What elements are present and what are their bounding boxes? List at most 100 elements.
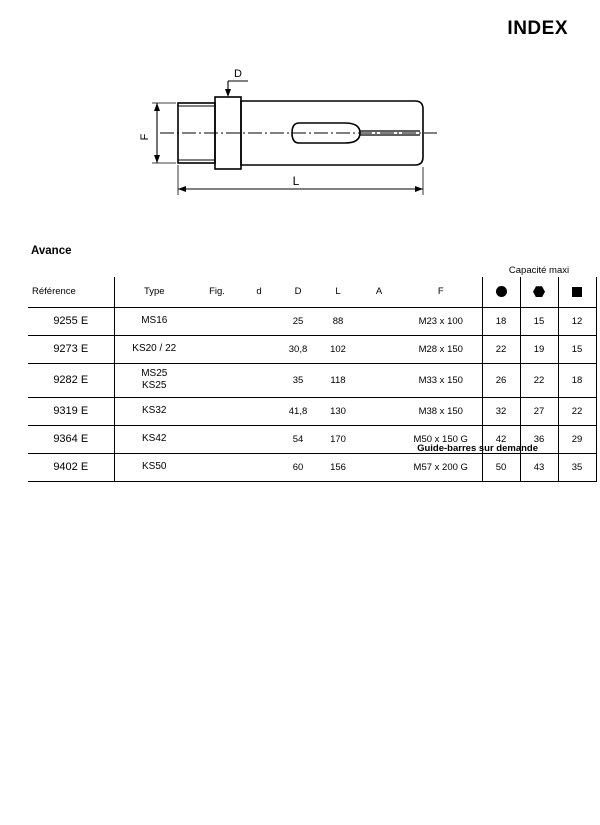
- d-leader-arrow: [225, 89, 231, 97]
- cell-fig: [194, 397, 240, 426]
- cell-d: [240, 453, 278, 482]
- spec-table: Capacité maxi Référence Type Fig. d D L …: [28, 264, 597, 482]
- cell-A: [358, 307, 400, 336]
- technical-drawing: D F L: [0, 55, 600, 205]
- table-row: 9402 E KS50 60 156 M57 x 200 G 50 43 35: [28, 453, 597, 482]
- col-header-reference: Référence: [28, 277, 115, 308]
- cell-L: 170: [318, 425, 358, 454]
- col-header-type: Type: [114, 277, 194, 308]
- circle-icon: [495, 286, 507, 298]
- cell-F: M38 x 150: [400, 397, 482, 426]
- cell-type: KS50: [114, 453, 194, 482]
- cell-capacity-square: 12: [557, 307, 597, 336]
- table-row: 9364 E KS42 54 170 M50 x 150 G 42 36 29: [28, 425, 597, 454]
- l-arrow-left: [178, 186, 186, 192]
- table-row: 9319 E KS32 41,8 130 M38 x 150 32 27 22: [28, 397, 597, 426]
- footer-note: Guide-barres sur demande: [417, 443, 538, 454]
- cell-d: [240, 397, 278, 426]
- table-row: 9255 E MS16 25 88 M23 x 100 18 15 12: [28, 307, 597, 336]
- col-header-d: d: [240, 277, 278, 308]
- cell-capacity-square: 15: [557, 335, 597, 364]
- cell-A: [358, 363, 400, 398]
- d-dimension-label: D: [234, 68, 242, 80]
- cell-reference: 9402 E: [28, 453, 115, 482]
- cell-reference: 9364 E: [28, 425, 115, 454]
- cell-D: 54: [278, 425, 318, 454]
- cell-D: 35: [278, 363, 318, 398]
- cell-capacity-square: 18: [557, 363, 597, 398]
- f-arrow-bottom: [154, 155, 160, 163]
- cell-F: M50 x 150 G: [400, 425, 482, 454]
- cell-capacity-hex: 15: [519, 307, 558, 336]
- cell-fig: [194, 425, 240, 454]
- cell-D: 25: [278, 307, 318, 336]
- hexagon-icon: [533, 286, 545, 298]
- col-header-fig: Fig.: [194, 277, 240, 308]
- cell-d: [240, 335, 278, 364]
- l-dimension-label: L: [293, 174, 300, 188]
- cell-fig: [194, 335, 240, 364]
- cell-D: 60: [278, 453, 318, 482]
- cell-type: KS32: [114, 397, 194, 426]
- cell-reference: 9273 E: [28, 335, 115, 364]
- col-header-L: L: [318, 277, 358, 308]
- cell-capacity-hex: 19: [519, 335, 558, 364]
- cell-capacity-round: 42: [481, 425, 520, 454]
- cell-fig: [194, 307, 240, 336]
- cell-L: 156: [318, 453, 358, 482]
- col-header-A: A: [358, 277, 400, 308]
- cell-reference: 9282 E: [28, 363, 115, 398]
- l-arrow-right: [415, 186, 423, 192]
- cell-d: [240, 307, 278, 336]
- slot-pocket: [291, 122, 361, 144]
- col-header-D-upper: D: [278, 277, 318, 308]
- cell-reference: 9319 E: [28, 397, 115, 426]
- cell-fig: [194, 363, 240, 398]
- cell-F: M23 x 100: [400, 307, 482, 336]
- table-row: 9282 E MS25 KS25 35 118 M33 x 150 26 22 …: [28, 363, 597, 398]
- capacity-group-label: Capacité maxi: [508, 265, 570, 276]
- col-header-F: F: [400, 277, 482, 308]
- cell-capacity-round: 50: [481, 453, 520, 482]
- cell-capacity-round: 22: [481, 335, 520, 364]
- cell-reference: 9255 E: [28, 307, 115, 336]
- cell-capacity-round: 32: [481, 397, 520, 426]
- cell-capacity-square: 29: [557, 425, 597, 454]
- cell-L: 88: [318, 307, 358, 336]
- cell-capacity-hex: 27: [519, 397, 558, 426]
- col-header-capacity-round: [481, 277, 520, 308]
- table-header-row: Référence Type Fig. d D L A F: [28, 277, 597, 308]
- cell-capacity-hex: 36: [519, 425, 558, 454]
- col-header-capacity-square: [557, 277, 597, 308]
- cell-capacity-hex: 43: [519, 453, 558, 482]
- cell-L: 118: [318, 363, 358, 398]
- cell-capacity-round: 18: [481, 307, 520, 336]
- cell-type: KS42: [114, 425, 194, 454]
- square-icon: [572, 286, 582, 297]
- cell-capacity-round: 26: [481, 363, 520, 398]
- cell-d: [240, 363, 278, 398]
- cell-L: 102: [318, 335, 358, 364]
- cell-D: 41,8: [278, 397, 318, 426]
- cell-A: [358, 335, 400, 364]
- cell-L: 130: [318, 397, 358, 426]
- cell-capacity-square: 35: [557, 453, 597, 482]
- cell-A: [358, 397, 400, 426]
- cell-F: M28 x 150: [400, 335, 482, 364]
- cell-fig: [194, 453, 240, 482]
- cell-d: [240, 425, 278, 454]
- section-title-avance: Avance: [31, 245, 72, 257]
- drawing-svg: D F L: [139, 68, 437, 195]
- page-title: INDEX: [507, 18, 568, 39]
- f-arrow-top: [154, 103, 160, 111]
- cell-type: MS16: [114, 307, 194, 336]
- cell-F: M33 x 150: [400, 363, 482, 398]
- table-row: 9273 E KS20 / 22 30,8 102 M28 x 150 22 1…: [28, 335, 597, 364]
- capacity-caption-row: Capacité maxi: [28, 264, 596, 277]
- spec-table-container: Capacité maxi Référence Type Fig. d D L …: [28, 264, 597, 482]
- cell-type: MS25 KS25: [114, 363, 194, 398]
- col-header-capacity-hex: [519, 277, 558, 308]
- caption-spacer: [28, 264, 482, 277]
- cell-capacity-square: 22: [557, 397, 597, 426]
- cell-F: M57 x 200 G: [400, 453, 482, 482]
